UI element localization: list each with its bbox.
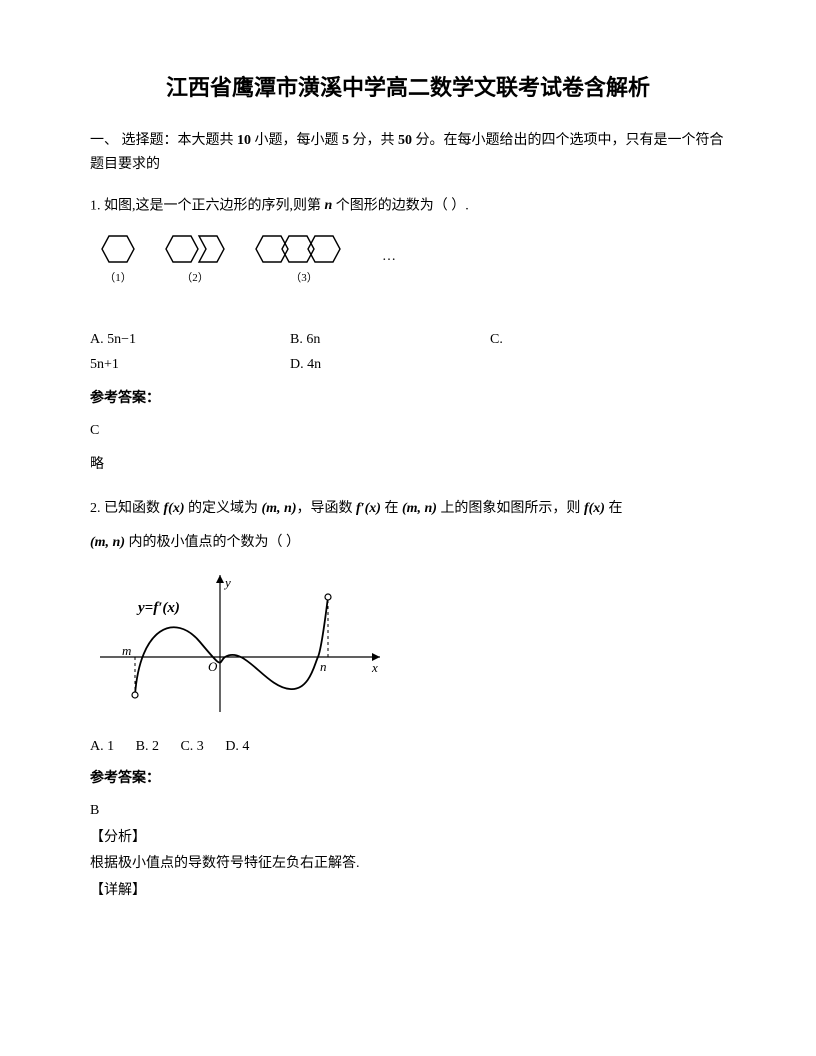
hexagon-2-icon [164,232,226,266]
m-label: m [122,643,131,658]
q2-t4: 在 [381,501,402,516]
q2-opt-d: D. 4 [225,739,249,754]
section-total: 50 [398,133,412,148]
q2-fx-2: f(x) [584,495,605,523]
q2-prefix: 2. 已知函数 [90,501,164,516]
q2-options: A. 1 B. 2 C. 3 D. 4 [90,736,726,758]
q2-fpx: f′(x) [356,495,381,523]
axis-y-label: y [223,575,231,590]
hexagon-3-icon [254,232,354,266]
hex-label-1: （1） [104,270,132,288]
section-header: 一、 选择题：本大题共 10 小题，每小题 5 分，共 50 分。在每小题给出的… [90,129,726,177]
hex-group-2: （2） [164,232,226,288]
q1-answer: C [90,420,726,442]
n-label: n [320,659,327,674]
q1-note: 略 [90,454,726,476]
q2-t6: 在 [605,501,623,516]
hexagon-sequence: （1） （2） （3） … [100,232,726,288]
q2-detail-label: 【详解】 [90,880,726,902]
derivative-graph-icon: y x O m n y=f′(x) [90,567,390,717]
q2-graph: y x O m n y=f′(x) [90,567,726,725]
q2-opt-a: A. 1 [90,739,114,754]
q1-opt-d: D. 4n [290,352,321,377]
section-count: 10 [237,133,251,148]
q2-answer-label: 参考答案： [90,768,726,790]
question-2-line2: (m, n) 内的极小值点的个数为（ ） [90,529,726,557]
q2-opt-b: B. 2 [136,739,159,754]
question-1: 1. 如图,这是一个正六边形的序列,则第 n 个图形的边数为（ ）. [90,195,726,218]
section-prefix: 一、 选择题：本大题共 [90,133,237,148]
q2-opt-c: C. 3 [180,739,203,754]
section-mid2: 分，共 [349,133,398,148]
q1-opt-c: 5n+1 [90,352,290,377]
q1-opt-b: B. 6n [290,327,490,352]
q2-t5: 上的图象如图所示，则 [437,501,584,516]
q1-opt-c-prefix: C. [490,327,503,352]
q1-options: A. 5n−1 B. 6n C. 5n+1 D. 4n [90,327,726,377]
q2-interval-2: (m, n) [402,495,437,523]
q2-interval-1: (m, n) [262,495,297,523]
section-per: 5 [342,133,349,148]
q2-interval-3: (m, n) [90,529,125,557]
q1-suffix: 个图形的边数为（ ）. [332,198,469,213]
q2-t2: 的定义域为 [185,501,262,516]
sequence-ellipsis: … [382,246,396,268]
q1-answer-label: 参考答案： [90,388,726,410]
q2-analysis-text: 根据极小值点的导数符号特征左负右正解答. [90,853,726,875]
hex-group-3: （3） [254,232,354,288]
question-2: 2. 已知函数 f(x) 的定义域为 (m, n)，导函数 f′(x) 在 (m… [90,495,726,523]
q2-fx-1: f(x) [164,495,185,523]
hex-label-2: （2） [181,270,209,288]
hex-label-3: （3） [290,270,318,288]
hexagon-1-icon [100,232,136,266]
axis-x-label: x [371,660,378,675]
q2-t3: ，导函数 [297,501,357,516]
q1-prefix: 1. 如图,这是一个正六边形的序列,则第 [90,198,325,213]
q2-analysis-label: 【分析】 [90,827,726,849]
page-title: 江西省鹰潭市潢溪中学高二数学文联考试卷含解析 [90,70,726,105]
hex-group-1: （1） [100,232,136,288]
q2-t7: 内的极小值点的个数为（ ） [125,535,300,550]
q1-opt-a: A. 5n−1 [90,327,290,352]
origin-label: O [208,659,218,674]
q2-answer: B [90,800,726,822]
section-mid1: 小题，每小题 [251,133,342,148]
graph-fn-label: y=f′(x) [136,600,180,616]
